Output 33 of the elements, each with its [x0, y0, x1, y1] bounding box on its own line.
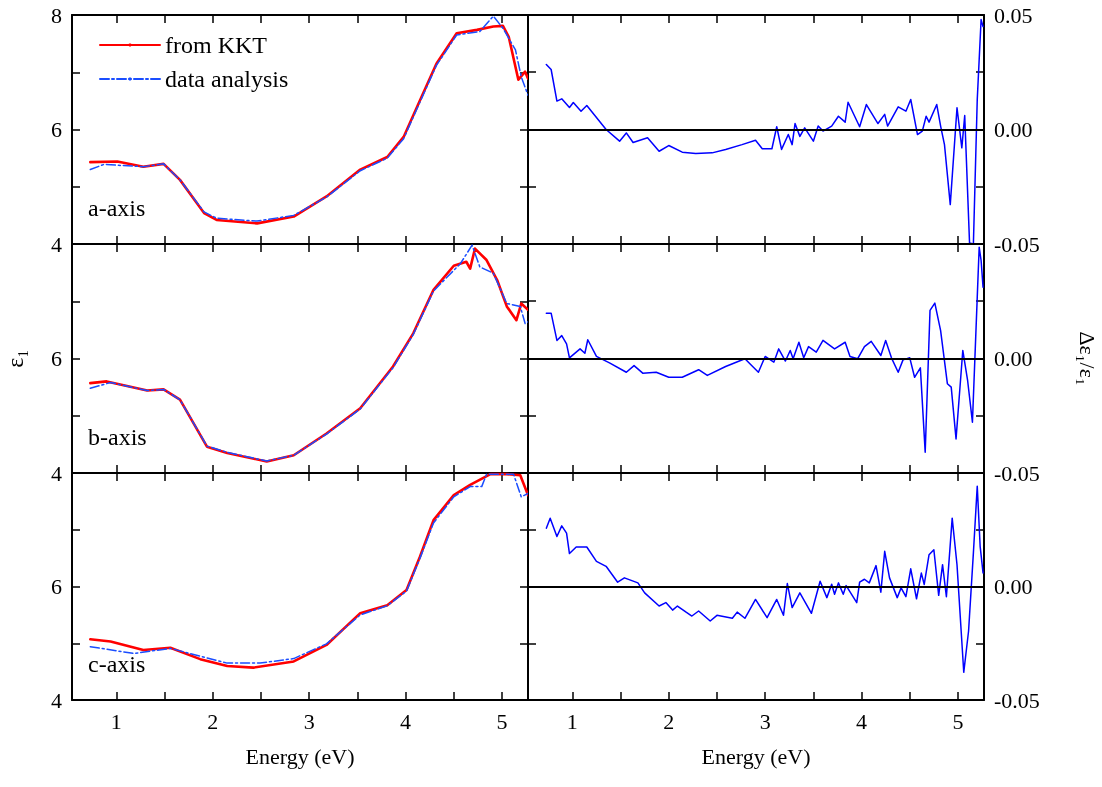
x-tick-label: 1 — [566, 708, 578, 734]
x-tick-label: 5 — [496, 708, 508, 734]
x-tick-label: 1 — [110, 708, 122, 734]
legend-label: data analysis — [165, 66, 289, 92]
legend-label: from KKT — [165, 32, 268, 58]
y-tick-label: 6 — [51, 346, 62, 371]
y-tick-label: 8 — [51, 2, 62, 28]
y2-axis-title: Δε₁/ε₁ — [1074, 331, 1100, 386]
y-axis-title: ε₁ — [2, 349, 28, 368]
y2-tick-label: 0.05 — [994, 2, 1033, 28]
y-tick-label: 4 — [51, 687, 62, 713]
y-tick-label: 4 — [51, 231, 62, 257]
y2-tick-label: 0.00 — [994, 574, 1033, 599]
y2-tick-label: -0.05 — [994, 231, 1040, 257]
x-tick-label: 3 — [759, 708, 771, 734]
annotation: c-axis — [88, 651, 146, 677]
x-tick-label: 2 — [663, 708, 675, 734]
y-tick-label: 6 — [51, 574, 62, 599]
y-tick-label: 4 — [51, 460, 62, 486]
annotation: a-axis — [88, 195, 146, 221]
x-tick-label: 4 — [400, 708, 412, 734]
y2-tick-label: -0.05 — [994, 460, 1040, 486]
x-axis-title: Energy (eV) — [701, 743, 811, 769]
x-tick-label: 3 — [303, 708, 315, 734]
y-tick-label: 6 — [51, 117, 62, 142]
y2-tick-label: -0.05 — [994, 687, 1040, 713]
x-tick-label: 4 — [856, 708, 868, 734]
x-tick-label: 5 — [952, 708, 964, 734]
annotation: b-axis — [88, 424, 147, 450]
x-tick-label: 2 — [207, 708, 219, 734]
y2-tick-label: 0.00 — [994, 346, 1033, 371]
x-axis-title: Energy (eV) — [245, 743, 355, 769]
y2-tick-label: 0.00 — [994, 117, 1033, 142]
